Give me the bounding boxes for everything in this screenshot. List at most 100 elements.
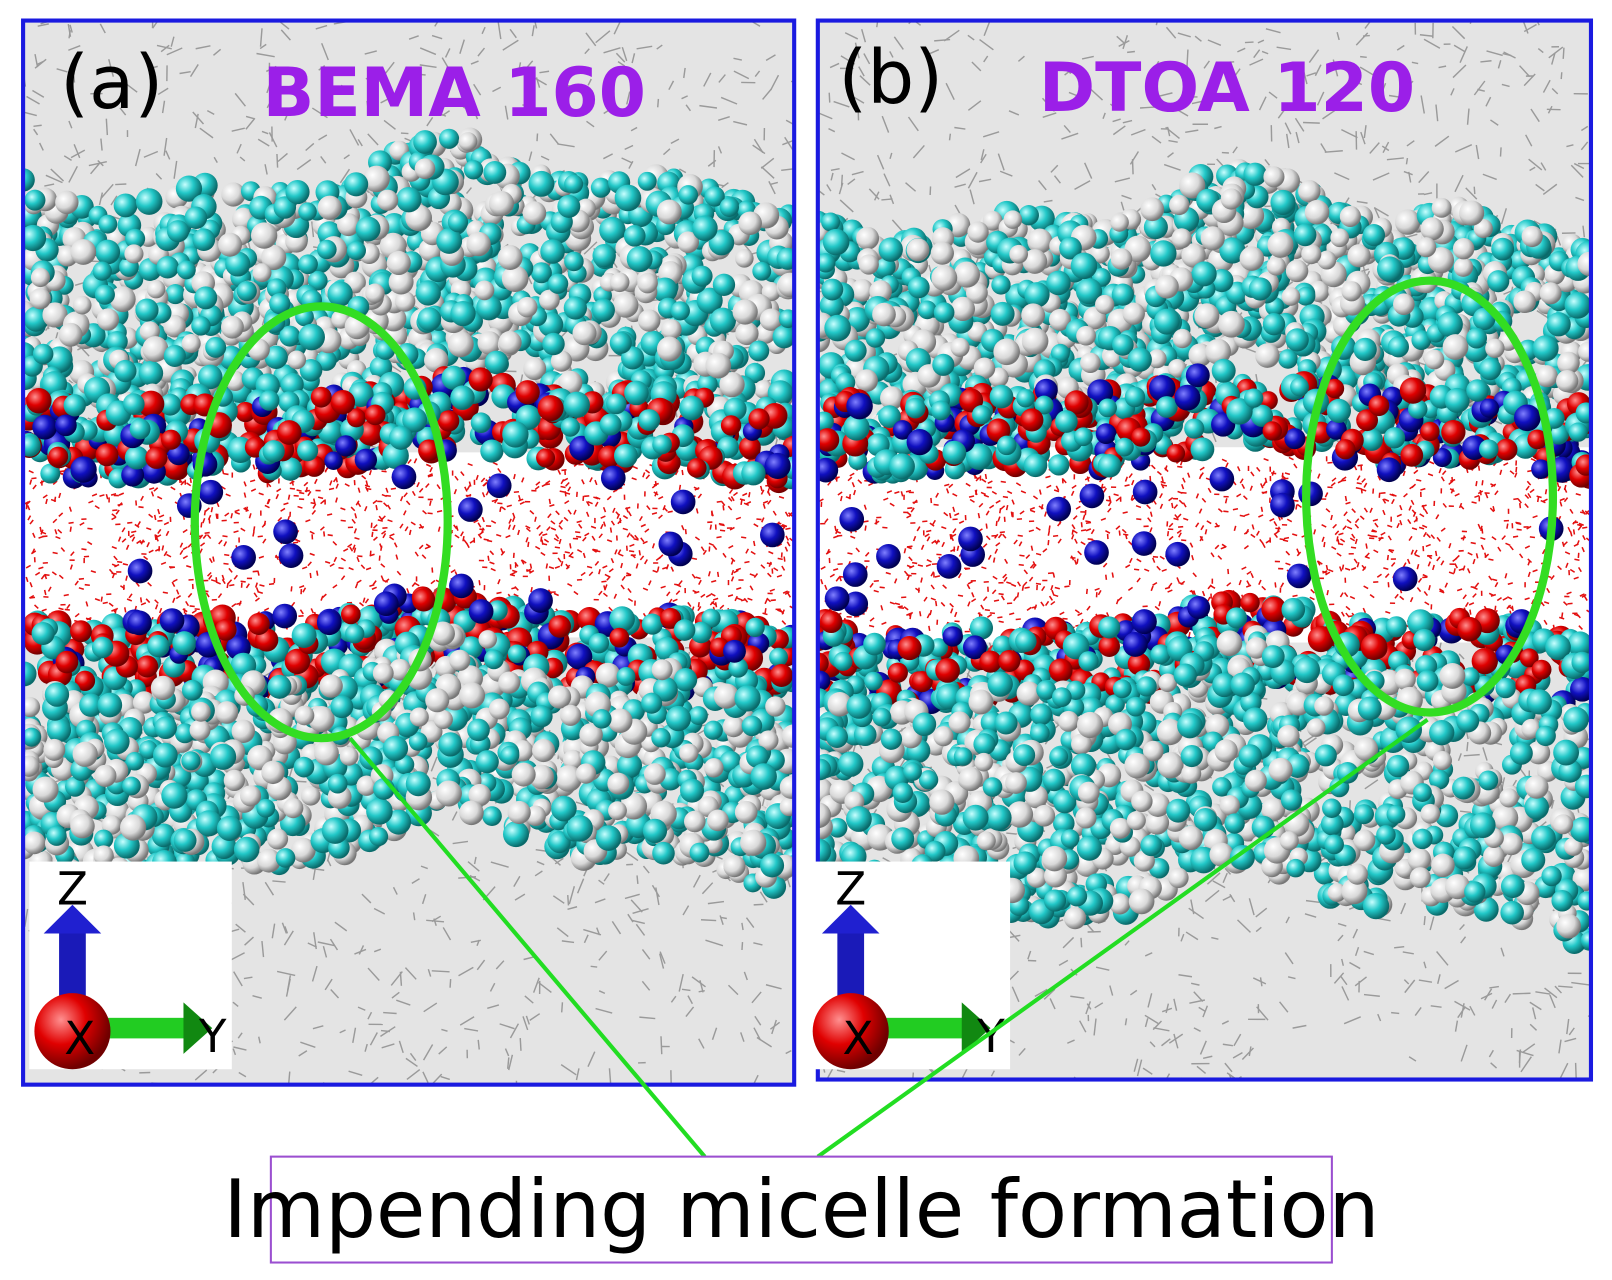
water-molecule xyxy=(627,588,632,594)
atom xyxy=(502,421,529,448)
water-molecule xyxy=(157,528,162,534)
water-molecule xyxy=(113,555,118,561)
water-molecule xyxy=(112,509,118,512)
solvent-line xyxy=(588,1089,596,1093)
solvent-line xyxy=(404,137,412,142)
water-molecule xyxy=(68,521,74,524)
atom xyxy=(346,241,366,261)
solvent-line xyxy=(741,942,744,951)
atom xyxy=(497,245,523,270)
water-molecule xyxy=(29,519,34,525)
solvent-line xyxy=(157,87,169,96)
solvent-line xyxy=(252,994,262,999)
water-molecule xyxy=(338,567,344,570)
water-molecule xyxy=(727,505,733,511)
water-molecule xyxy=(541,539,544,545)
water-molecule xyxy=(352,544,356,550)
atom xyxy=(769,663,793,687)
solvent-line xyxy=(361,893,372,904)
solvent-line xyxy=(630,899,643,913)
atom xyxy=(735,249,754,268)
water-molecule xyxy=(110,493,117,496)
atom xyxy=(58,322,83,347)
atom xyxy=(91,636,114,659)
water-molecule xyxy=(187,543,193,548)
water-molecule xyxy=(697,602,700,608)
water-molecule xyxy=(762,503,766,509)
solvent-line xyxy=(232,1048,237,1056)
water-molecule xyxy=(558,538,562,545)
water-molecule xyxy=(711,601,717,606)
water-molecule xyxy=(380,563,386,568)
water-molecule xyxy=(625,507,629,513)
solvent-line xyxy=(329,938,339,951)
solvent-line xyxy=(655,887,660,906)
water-molecule xyxy=(52,551,58,555)
water-molecule xyxy=(33,604,39,609)
water-molecule xyxy=(268,582,275,586)
atom xyxy=(484,350,509,375)
water-molecule xyxy=(466,485,471,491)
solvent-line xyxy=(441,57,450,70)
solvent-line xyxy=(733,120,748,126)
water-molecule xyxy=(153,514,157,521)
water-molecule xyxy=(622,527,628,531)
water-molecule xyxy=(544,483,551,486)
water-molecule xyxy=(55,535,61,540)
water-molecule xyxy=(111,545,117,550)
water-molecule xyxy=(769,588,776,592)
water-molecule xyxy=(467,462,473,467)
atom xyxy=(564,251,584,272)
solvent-line xyxy=(657,98,660,108)
water-molecule xyxy=(718,522,725,526)
solvent-line xyxy=(603,47,621,54)
water-molecule xyxy=(74,580,79,586)
solvent-line xyxy=(743,971,748,981)
water-molecule xyxy=(31,548,36,554)
solvent-line xyxy=(50,168,65,182)
water-molecule xyxy=(299,585,305,589)
solvent-line xyxy=(298,1050,308,1057)
solvent-line xyxy=(621,157,633,164)
water-molecule xyxy=(430,579,436,585)
water-molecule xyxy=(640,537,645,543)
water-molecule xyxy=(66,603,71,610)
atom xyxy=(160,429,182,450)
water-molecule xyxy=(320,499,326,505)
water-molecule xyxy=(310,608,315,614)
water-molecule xyxy=(360,564,366,570)
atom xyxy=(40,463,61,484)
water-molecule xyxy=(670,566,675,572)
water-molecule xyxy=(645,469,651,474)
water-molecule xyxy=(223,562,229,565)
water-molecule xyxy=(546,526,551,532)
solvent-line xyxy=(568,108,574,115)
water-molecule xyxy=(642,540,648,545)
atom xyxy=(483,161,507,184)
solvent-line xyxy=(632,919,645,925)
water-molecule xyxy=(613,593,618,599)
water-molecule xyxy=(291,480,295,486)
atom xyxy=(26,388,52,414)
water-molecule xyxy=(307,491,312,497)
water-molecule xyxy=(602,521,607,527)
water-molecule xyxy=(518,494,521,501)
solvent-line xyxy=(627,913,634,923)
solvent-line xyxy=(357,1006,366,1011)
water-molecule xyxy=(492,461,498,466)
solvent-line xyxy=(36,60,44,66)
atom xyxy=(138,360,164,386)
atom xyxy=(656,199,682,225)
water-molecule xyxy=(375,504,378,511)
solvent-line xyxy=(603,873,610,882)
atom xyxy=(258,390,280,411)
water-molecule xyxy=(146,527,152,531)
water-molecule xyxy=(453,488,458,495)
water-molecule xyxy=(676,583,682,588)
water-molecule xyxy=(719,529,726,532)
atom xyxy=(522,201,547,225)
water-molecule xyxy=(302,587,307,593)
solvent-line xyxy=(339,168,351,184)
water-molecule xyxy=(553,592,559,597)
water-molecule xyxy=(258,555,265,559)
